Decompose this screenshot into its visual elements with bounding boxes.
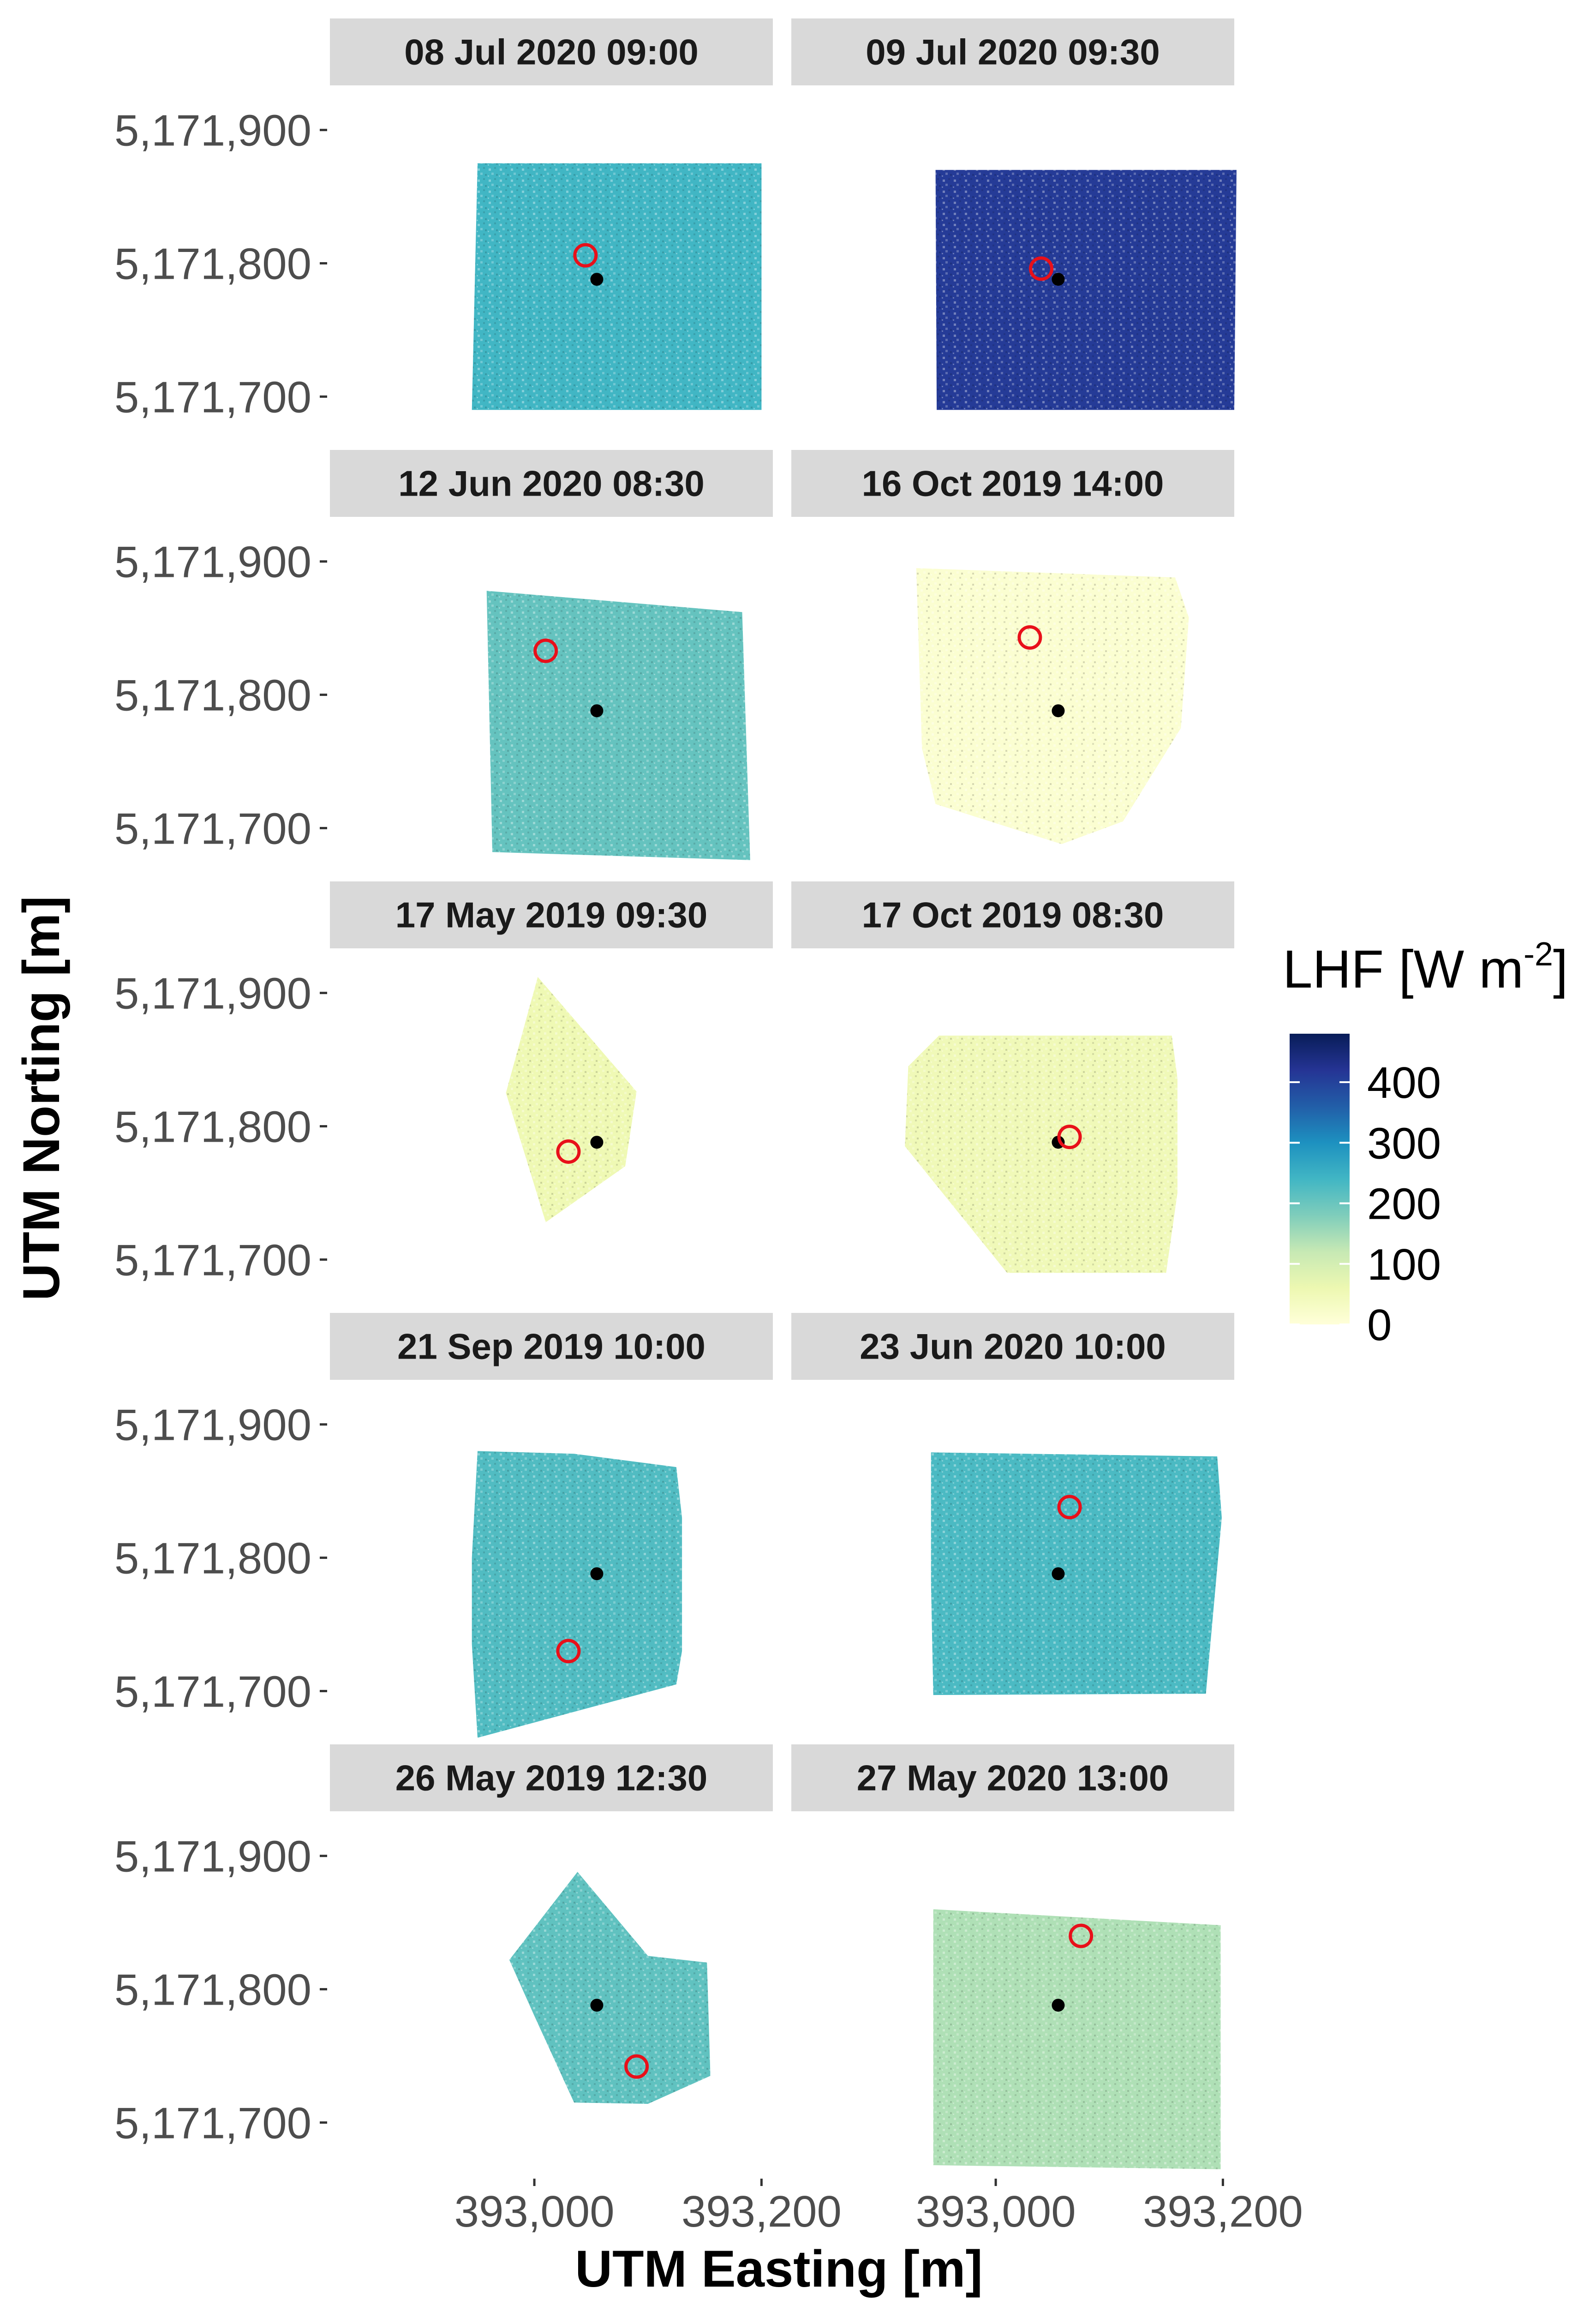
footprint-peak-circle — [1057, 1125, 1082, 1150]
y-tick-label: 5,171,800 — [114, 1965, 311, 2015]
footprint-peak-circle — [556, 1639, 581, 1664]
lhf-raster-texture — [931, 1452, 1222, 1695]
y-tick-label: 5,171,900 — [114, 106, 311, 156]
facet-strip-label: 17 Oct 2019 08:30 — [862, 895, 1164, 935]
facet-strip-label: 09 Jul 2020 09:30 — [866, 32, 1160, 72]
tower-point — [590, 273, 604, 286]
footprint-peak-circle — [556, 1139, 581, 1164]
tower-point — [1052, 1999, 1065, 2012]
facet-panel: 17 Oct 2019 08:30 — [791, 881, 1234, 1273]
facet-panel: 26 May 2019 12:30 — [330, 1744, 773, 2104]
footprint-peak-circle — [624, 2054, 649, 2079]
facet-panel: 21 Sep 2019 10:00 — [330, 1313, 773, 1738]
facet-strip-label: 23 Jun 2020 10:00 — [860, 1326, 1166, 1367]
facet-strip — [330, 450, 773, 517]
y-tick-label: 5,171,900 — [114, 969, 311, 1018]
x-axis: 393,000 393,200 393,000 393,200 — [454, 2179, 1303, 2236]
x-tick-label: 393,000 — [454, 2187, 615, 2236]
facet-strip-label: 16 Oct 2019 14:00 — [862, 463, 1164, 504]
lhf-raster-texture — [935, 170, 1237, 410]
facet-strip — [330, 1744, 773, 1811]
lhf-raster-texture — [472, 1451, 682, 1738]
facet-strip — [791, 881, 1234, 948]
y-tick-label: 5,171,800 — [114, 1102, 311, 1152]
y-tick-label: 5,171,700 — [114, 372, 311, 422]
facet-strip — [791, 18, 1234, 85]
facet-panel: 27 May 2020 13:00 — [791, 1744, 1234, 2169]
legend-tick-label: 200 — [1367, 1180, 1441, 1229]
footprint-peak-circle — [1069, 1923, 1094, 1948]
legend-title: LHF [W m-2] — [1283, 936, 1568, 999]
x-tick-label: 393,000 — [916, 2187, 1076, 2236]
y-tick-label: 5,171,900 — [114, 1832, 311, 1881]
y-tick-label: 5,171,700 — [114, 804, 311, 853]
tower-point — [1052, 1567, 1065, 1581]
lhf-raster-texture — [509, 1872, 711, 2104]
lhf-raster-texture — [472, 163, 762, 410]
facet-panel: 23 Jun 2020 10:00 — [791, 1313, 1234, 1695]
x-tick-label: 393,200 — [1143, 2187, 1303, 2236]
footprint-peak-circle — [573, 243, 598, 268]
tower-point — [590, 1567, 604, 1581]
footprint-peak-circle — [1057, 1495, 1082, 1520]
tower-point — [1052, 704, 1065, 718]
facet-strip-label: 27 May 2020 13:00 — [857, 1758, 1169, 1798]
facet-panel: 08 Jul 2020 09:00 — [330, 18, 773, 410]
facet-strip — [791, 450, 1234, 517]
facet-strip-label: 12 Jun 2020 08:30 — [398, 463, 704, 504]
facet-strip-label: 08 Jul 2020 09:00 — [404, 32, 698, 72]
facet-strip-label: 26 May 2019 12:30 — [395, 1758, 708, 1798]
lhf-raster-texture — [506, 977, 637, 1222]
facet-panel: 09 Jul 2020 09:30 — [791, 18, 1237, 410]
tower-point — [1052, 273, 1065, 286]
tower-point — [590, 1136, 604, 1149]
tower-point — [590, 1999, 604, 2012]
footprint-peak-circle — [533, 638, 558, 663]
lhf-raster-texture — [905, 1036, 1178, 1273]
legend-tick-label: 0 — [1367, 1300, 1392, 1350]
legend: LHF [W m-2] 0 100 200 300 400 — [1283, 936, 1568, 1350]
facet-panel: 17 May 2019 09:30 — [330, 881, 773, 1222]
y-tick-label: 5,171,700 — [114, 2098, 311, 2148]
lhf-raster-texture — [486, 591, 750, 860]
lhf-raster-texture — [933, 1909, 1221, 2169]
facet-panel: 16 Oct 2019 14:00 — [791, 450, 1234, 845]
facet-strip — [791, 1744, 1234, 1811]
x-tick-label: 393,200 — [681, 2187, 842, 2236]
facet-strip — [330, 881, 773, 948]
facet-strip — [791, 1313, 1234, 1380]
facet-strip-label: 17 May 2019 09:30 — [395, 895, 708, 935]
facet-strip — [330, 18, 773, 85]
y-axis-title: UTM Norting [m] — [12, 896, 70, 1300]
y-tick-label: 5,171,700 — [114, 1667, 311, 1716]
y-tick-label: 5,171,900 — [114, 1401, 311, 1450]
y-axis: 5,171,900 5,171,800 5,171,700 5,171,900 5,17… — [114, 106, 327, 2148]
y-tick-label: 5,171,800 — [114, 1534, 311, 1583]
legend-tick-label: 300 — [1367, 1119, 1441, 1168]
y-tick-label: 5,171,800 — [114, 671, 311, 720]
legend-tick-label: 100 — [1367, 1240, 1441, 1289]
legend-tick-label: 400 — [1367, 1058, 1441, 1108]
facet-strip-label: 21 Sep 2019 10:00 — [397, 1326, 705, 1367]
lhf-raster-texture — [916, 568, 1189, 845]
y-tick-label: 5,171,900 — [114, 538, 311, 587]
facet-strip — [330, 1313, 773, 1380]
x-axis-title: UTM Easting [m] — [575, 2240, 983, 2298]
facet-panel: 12 Jun 2020 08:30 — [330, 450, 773, 860]
legend-ticks: 0 100 200 300 400 — [1290, 1058, 1441, 1350]
footprint-peak-circle — [1017, 625, 1042, 650]
y-tick-label: 5,171,700 — [114, 1235, 311, 1285]
footprint-peak-circle — [1029, 256, 1054, 281]
legend-colorbar — [1290, 1034, 1350, 1324]
y-tick-label: 5,171,800 — [114, 240, 311, 289]
tower-point — [590, 704, 604, 718]
facet-panels: 08 Jul 2020 09:00 09 Jul 2020 09:30 12 Jun… — [330, 18, 1237, 2169]
